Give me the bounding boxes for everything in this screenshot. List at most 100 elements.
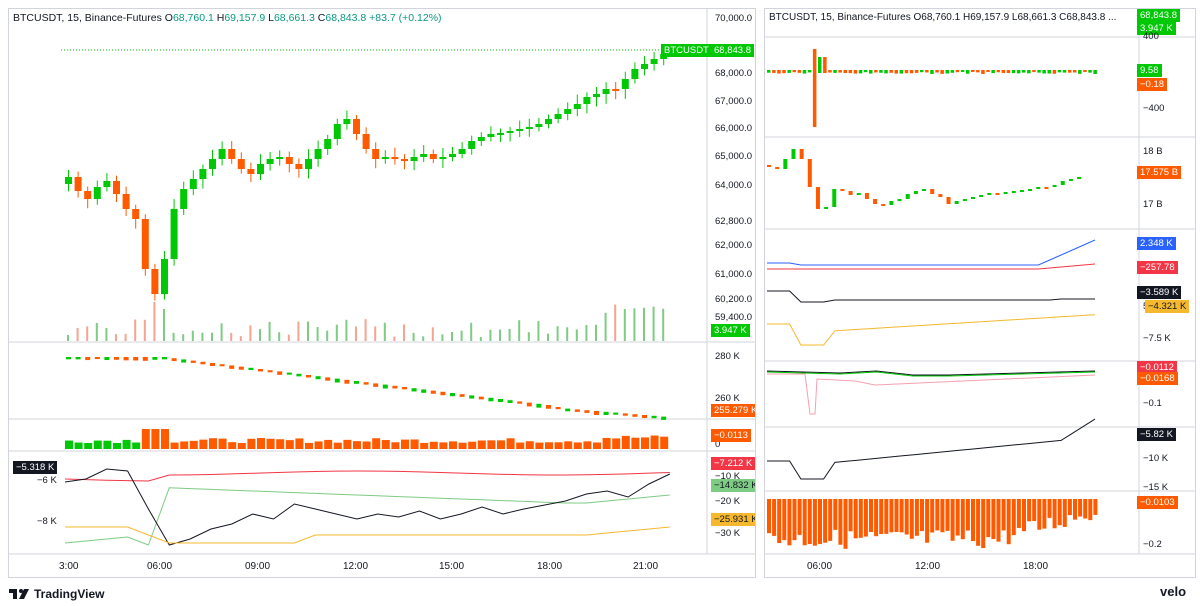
- funding-bar: [802, 499, 807, 546]
- funding-bar: [1067, 499, 1072, 516]
- volume-bar: [643, 307, 645, 341]
- funding-bar: [266, 438, 275, 449]
- right-pane1-value-tag: 9.58: [1137, 64, 1162, 77]
- oi-candle: [574, 409, 580, 412]
- basis-bar: [889, 70, 893, 73]
- candle-body: [141, 219, 149, 269]
- funding-bar: [950, 499, 955, 541]
- funding-bar: [986, 499, 991, 538]
- volume-bar: [441, 334, 444, 341]
- time-tick: 18:00: [537, 561, 563, 572]
- oi-candle: [171, 358, 177, 362]
- oi-candle: [1028, 189, 1033, 191]
- premium-green-line: [766, 371, 1096, 377]
- pane3-tag: −0.0113: [711, 429, 751, 442]
- volume-bar: [259, 329, 261, 341]
- oi-candle: [133, 357, 139, 361]
- right-pane3-tag: −257.78: [1137, 261, 1178, 274]
- candle-body: [401, 159, 408, 161]
- oi-candle: [517, 401, 523, 404]
- oi-candle: [622, 413, 628, 416]
- funding-bar: [812, 499, 817, 546]
- pane4-tick: −10 K: [715, 471, 741, 482]
- volume-bar: [479, 336, 482, 341]
- basis-bar: [848, 70, 853, 74]
- funding-bar: [276, 439, 285, 449]
- symbol-tag: BTCUSDT: [661, 44, 712, 57]
- funding-bar: [93, 440, 102, 449]
- oi-candle: [94, 357, 100, 360]
- left-chart-canvas[interactable]: [9, 9, 756, 578]
- basis-bar: [904, 70, 909, 74]
- volume-bar: [239, 336, 242, 341]
- volume-bar: [124, 333, 127, 341]
- volume-bar: [307, 321, 309, 341]
- cvd-red-line: [64, 470, 670, 482]
- funding-bar: [772, 499, 777, 536]
- funding-bar: [247, 438, 256, 449]
- volume-bar: [345, 319, 348, 341]
- volume-bar: [297, 321, 300, 341]
- right-pane1-tick: 400: [1143, 31, 1159, 42]
- basis-bar: [1067, 70, 1072, 73]
- pane4-tag: −14.832 K: [711, 479, 755, 492]
- funding-bar: [189, 440, 198, 449]
- volume-bar: [230, 332, 233, 341]
- oi-candle: [584, 410, 590, 413]
- right-pane5-tick: −15 K: [1143, 482, 1169, 493]
- oi-candle: [840, 189, 845, 191]
- oi-candle: [913, 191, 918, 194]
- funding-bar: [650, 435, 659, 449]
- candle-body: [391, 157, 399, 159]
- basis-bar: [787, 70, 791, 73]
- oi-candle: [478, 396, 484, 400]
- basis-bar: [986, 70, 990, 73]
- candle-body: [295, 164, 303, 169]
- ls-black-line: [767, 290, 1095, 303]
- basis-bar: [894, 70, 898, 74]
- funding-bar: [909, 499, 914, 539]
- right-chart-canvas[interactable]: [765, 9, 1196, 578]
- volume-tag: 3.947 K: [711, 324, 750, 337]
- funding-bar: [914, 499, 919, 536]
- oi-candle: [450, 393, 455, 397]
- basis-bar: [828, 70, 832, 73]
- basis-bar: [1016, 70, 1021, 74]
- right-pane6-tick: −0.2: [1143, 539, 1162, 550]
- right-time-tick: 18:00: [1023, 561, 1049, 572]
- candle-body: [189, 179, 197, 189]
- funding-bar: [1047, 499, 1052, 518]
- candle-body: [525, 127, 533, 129]
- funding-bar: [506, 438, 515, 449]
- candle-body: [535, 124, 543, 127]
- oi-candle: [411, 388, 417, 392]
- basis-bar: [1042, 70, 1046, 74]
- candle-body: [122, 194, 130, 209]
- oi-candle: [507, 400, 513, 403]
- candle-body: [429, 154, 437, 159]
- volume-bar: [76, 327, 79, 341]
- funding-bar: [257, 438, 265, 449]
- pane4-left-tag: −5.318 K: [13, 461, 58, 474]
- funding-bar: [869, 499, 873, 532]
- cvd-black-line: [64, 468, 671, 546]
- left-chart-legend: BTCUSDT, 15, Binance-Futures O68,760.1 H…: [13, 12, 442, 24]
- funding-bar: [151, 429, 160, 449]
- volume-bar: [67, 334, 69, 341]
- basis-bar: [1006, 70, 1011, 73]
- oi-candle: [392, 385, 398, 389]
- candle-body: [650, 59, 658, 64]
- right-chart-panel[interactable]: BTCUSDT, 15, Binance-Futures O68,760.1 H…: [764, 8, 1196, 578]
- left-chart-panel[interactable]: BTCUSDT, 15, Binance-Futures O68,760.1 H…: [8, 8, 756, 578]
- oi-candle: [421, 389, 427, 393]
- candle-body: [602, 89, 610, 94]
- candle-body: [487, 134, 495, 137]
- funding-bar: [228, 442, 237, 449]
- pane4-tick: −30 K: [715, 528, 741, 539]
- funding-bar: [828, 499, 833, 541]
- oi-candle: [181, 359, 187, 363]
- volume-bar: [527, 332, 530, 341]
- pane4-tag: −25.931 K: [711, 513, 755, 526]
- volume-bar: [220, 323, 223, 341]
- time-tick: 3:00: [59, 561, 79, 572]
